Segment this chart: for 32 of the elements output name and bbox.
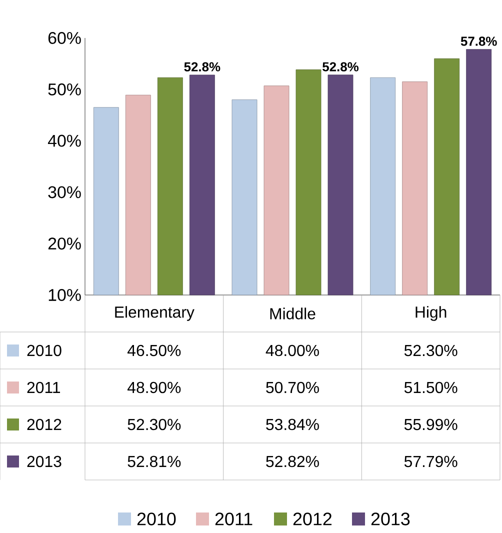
data-label: 53.84% (266, 418, 319, 430)
x-tick-label: Elementary (115, 306, 194, 321)
text: 2012 (293, 512, 332, 526)
annotation: 52.8% (322, 62, 359, 72)
annotation: 57.8% (460, 36, 497, 46)
annotation: 52.8% (184, 62, 220, 72)
legend-label: 2012 (27, 418, 62, 430)
data-label: 57.79% (404, 456, 458, 468)
y-tick-label: 50% (48, 83, 81, 96)
text: 2013 (371, 512, 410, 526)
data-label: 52.30% (404, 344, 458, 356)
data-label: 51.50% (404, 382, 458, 394)
y-tick-label: 10% (48, 288, 81, 301)
data-label: 52.82% (266, 456, 319, 468)
data-label: 48.00% (266, 344, 319, 356)
data-label: 52.81% (128, 456, 181, 468)
x-tick-label: Middle (270, 308, 316, 320)
text: 2010 (137, 512, 176, 526)
y-tick-label: 40% (48, 134, 81, 147)
x-tick-label: High (416, 306, 446, 321)
y-tick-label: 60% (48, 32, 81, 44)
data-label: 46.50% (127, 344, 181, 356)
legend-label: 2011 (27, 382, 60, 394)
data-label: 52.30% (128, 418, 181, 430)
data-label: 48.90% (127, 382, 181, 394)
legend-label: 2013 (27, 456, 62, 468)
text: 2011 (215, 512, 252, 526)
data-label: 55.99% (404, 418, 458, 430)
y-tick-label: 30% (48, 186, 81, 198)
data-label: 50.70% (266, 382, 319, 394)
y-tick-label: 20% (48, 238, 81, 250)
legend-label: 2010 (27, 344, 62, 356)
